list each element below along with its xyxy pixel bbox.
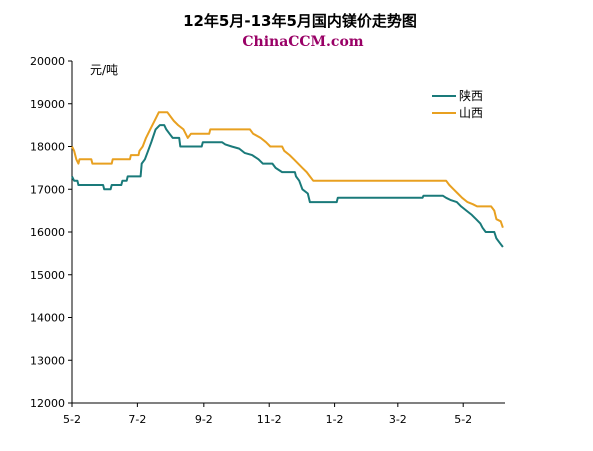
series-lines xyxy=(71,111,504,248)
x-axis: 5-2 7-2 9-2 11-2 1-2 3-2 5-2 xyxy=(63,403,472,426)
y-tick-label: 13000 xyxy=(30,354,65,367)
y-tick-label: 14000 xyxy=(30,312,65,325)
x-tick-label: 5-2 xyxy=(454,413,472,426)
y-tick-label: 16000 xyxy=(30,226,65,239)
chart-title: 12年5月-13年5月国内镁价走势图 xyxy=(183,12,417,30)
x-tick-label: 11-2 xyxy=(257,413,282,426)
series-line-shaanxi xyxy=(71,124,504,248)
legend-label: 山西 xyxy=(459,106,483,120)
y-axis-unit-label: 元/吨 xyxy=(90,63,118,77)
y-tick-label: 12000 xyxy=(30,397,65,410)
chart-subtitle: ChinaCCM.com xyxy=(242,34,363,50)
y-tick-label: 19000 xyxy=(30,98,65,111)
y-tick-label: 15000 xyxy=(30,269,65,282)
x-tick-label: 5-2 xyxy=(63,413,81,426)
y-axis: 12000 13000 14000 15000 16000 17000 18000 19000… xyxy=(30,55,72,410)
y-tick-label: 20000 xyxy=(30,55,65,68)
x-tick-label: 9-2 xyxy=(195,413,213,426)
series-line-shanxi xyxy=(71,111,504,229)
x-tick-label: 1-2 xyxy=(326,413,344,426)
legend-label: 陕西 xyxy=(459,88,483,103)
x-tick-label: 7-2 xyxy=(128,413,146,426)
y-tick-label: 17000 xyxy=(30,183,65,196)
y-tick-label: 18000 xyxy=(30,141,65,154)
x-tick-label: 3-2 xyxy=(389,413,407,426)
